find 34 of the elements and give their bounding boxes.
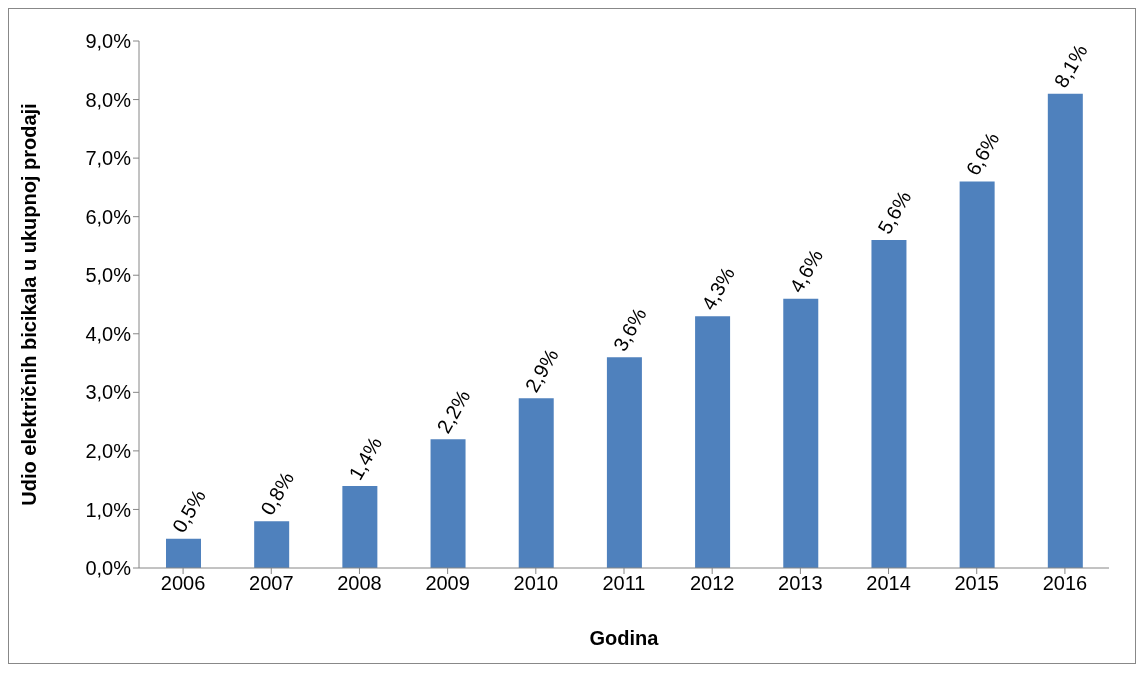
x-tick-label: 2012 xyxy=(689,572,735,595)
y-tick-label: 3,0% xyxy=(85,381,132,404)
x-axis-title: Godina xyxy=(589,627,660,649)
bar xyxy=(783,298,819,568)
y-tick-label: 9,0% xyxy=(85,30,132,53)
y-tick-label: 7,0% xyxy=(85,147,132,170)
y-axis-title: Udio električnih bicikala u ukupnoj prodaji xyxy=(18,103,41,506)
y-tick-label: 1,0% xyxy=(85,498,132,521)
x-tick-label: 2015 xyxy=(954,572,999,595)
y-tick-label: 2,0% xyxy=(85,439,132,462)
bar xyxy=(871,240,907,568)
bar xyxy=(166,538,201,568)
y-tick-label: 0,0% xyxy=(85,557,132,580)
bar xyxy=(430,439,466,568)
x-tick-label: 2008 xyxy=(337,572,382,595)
x-tick-label: 2016 xyxy=(1042,572,1088,595)
y-tick-label: 8,0% xyxy=(85,88,132,111)
bar xyxy=(959,181,995,568)
bar xyxy=(342,486,378,568)
bar xyxy=(518,398,554,568)
bar xyxy=(695,316,731,568)
x-tick-label: 2011 xyxy=(602,572,646,595)
x-tick-label: 2006 xyxy=(160,572,206,595)
bar xyxy=(254,521,290,568)
x-tick-label: 2007 xyxy=(249,572,294,595)
y-tick-label: 4,0% xyxy=(85,322,132,345)
x-tick-label: 2014 xyxy=(866,572,911,595)
x-tick-label: 2009 xyxy=(425,572,470,595)
y-tick-label: 6,0% xyxy=(85,205,132,228)
y-tick-label: 5,0% xyxy=(85,264,132,287)
x-tick-label: 2010 xyxy=(513,572,559,595)
bar xyxy=(606,357,642,568)
x-tick-label: 2013 xyxy=(778,572,823,595)
bar xyxy=(1047,93,1083,568)
